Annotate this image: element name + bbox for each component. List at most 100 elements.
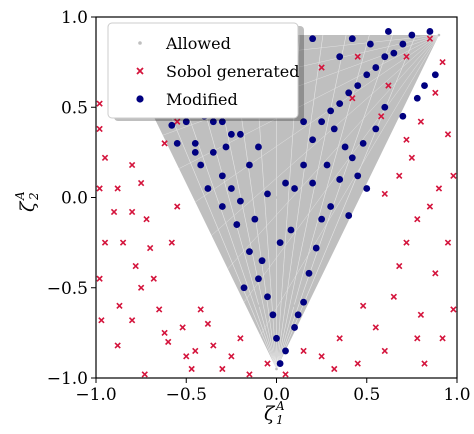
modified-point <box>273 334 280 342</box>
y-tick-label: 0.0 <box>61 189 88 209</box>
sobol-point <box>168 239 175 246</box>
allowed-texture-line <box>276 34 347 370</box>
modified-point <box>318 118 326 126</box>
modified-point <box>233 221 241 228</box>
modified-point <box>197 161 205 169</box>
sobol-point <box>132 262 139 270</box>
sobol-point <box>439 58 446 66</box>
modified-point <box>385 28 392 35</box>
sobol-point <box>450 306 457 313</box>
sobol-point <box>96 125 103 133</box>
sobol-point <box>396 172 403 180</box>
sobol-point <box>378 113 385 120</box>
sobol-point <box>381 347 388 355</box>
modified-point <box>209 118 217 126</box>
modified-point <box>300 298 307 306</box>
sobol-point <box>450 172 457 180</box>
modified-point <box>255 143 262 151</box>
sobol-point <box>403 136 410 143</box>
modified-point <box>218 172 226 180</box>
sobol-point <box>439 335 446 342</box>
sobol-point <box>119 239 127 246</box>
modified-point <box>431 71 439 79</box>
sobol-point <box>403 53 410 60</box>
sobol-point <box>372 324 379 331</box>
modified-point <box>318 215 326 223</box>
modified-point <box>366 40 374 48</box>
modified-point <box>381 103 389 111</box>
x-axis-label: ζ 1 A <box>264 399 285 427</box>
sobol-point <box>141 371 148 378</box>
allowed-texture-line <box>243 34 440 303</box>
sobol-point <box>417 118 425 125</box>
modified-point <box>309 136 316 144</box>
y-tick-label: 0.5 <box>61 98 88 118</box>
sobol-point <box>354 53 361 60</box>
sobol-point <box>444 131 452 138</box>
allowed-point <box>221 232 224 235</box>
modified-point <box>227 130 235 138</box>
sobol-point <box>444 239 452 246</box>
modified-point <box>426 28 434 35</box>
sobol-point <box>426 203 434 210</box>
modified-point <box>204 185 212 192</box>
x-axis-label-base: ζ <box>264 403 276 425</box>
modified-point <box>264 190 271 198</box>
sobol-point <box>98 317 105 324</box>
sobol-point <box>354 360 361 367</box>
x-tick-label: 1.0 <box>443 385 470 405</box>
modified-point <box>237 197 244 205</box>
modified-point <box>323 161 331 169</box>
sobol-point <box>421 360 428 367</box>
modified-point <box>258 257 266 265</box>
sobol-point <box>414 215 421 223</box>
modified-point <box>222 143 230 151</box>
modified-point <box>276 360 284 367</box>
modified-point <box>305 269 313 277</box>
legend: Allowed Sobol generated Modified <box>107 22 304 121</box>
sobol-point <box>385 82 392 89</box>
legend-label-modified: Modified <box>166 90 238 109</box>
modified-point <box>182 118 190 126</box>
sobol-point <box>128 161 136 169</box>
modified-point <box>255 275 262 283</box>
modified-point <box>300 161 307 169</box>
legend-label-allowed: Allowed <box>165 34 231 53</box>
x-tick-label: 0.5 <box>353 385 380 405</box>
sobol-point <box>183 353 190 360</box>
modified-point <box>168 121 176 129</box>
allowed-point <box>257 304 260 308</box>
sobol-point <box>435 185 443 192</box>
sobol-point <box>318 64 325 71</box>
modified-point <box>372 125 380 133</box>
sobol-point <box>150 275 157 282</box>
sobol-point <box>96 185 103 192</box>
sobol-point <box>426 35 434 42</box>
modified-point <box>348 154 356 162</box>
allowed-point <box>293 304 296 308</box>
sobol-point <box>204 320 212 328</box>
modified-point <box>191 148 199 156</box>
sobol-point <box>165 338 172 346</box>
modified-point <box>381 53 389 61</box>
sobol-point <box>161 329 168 337</box>
sobol-point <box>197 306 204 313</box>
modified-point <box>327 203 335 210</box>
sobol-point <box>101 154 109 161</box>
allowed-texture-line <box>227 34 440 269</box>
modified-point <box>287 226 295 234</box>
sobol-point <box>156 306 163 313</box>
legend-modified-marker <box>136 95 144 103</box>
sobol-point <box>143 215 150 223</box>
modified-point <box>336 176 344 183</box>
allowed-point <box>184 142 188 145</box>
modified-point <box>209 148 217 156</box>
y-tick-label: −0.5 <box>47 279 88 299</box>
sobol-point <box>349 95 356 102</box>
sobol-point <box>174 118 181 125</box>
sobol-point <box>432 89 439 96</box>
y-axis-label: ζ 2 A <box>13 191 41 212</box>
modified-point <box>191 139 199 147</box>
legend-sobol-marker <box>136 67 144 75</box>
modified-point <box>408 31 416 39</box>
